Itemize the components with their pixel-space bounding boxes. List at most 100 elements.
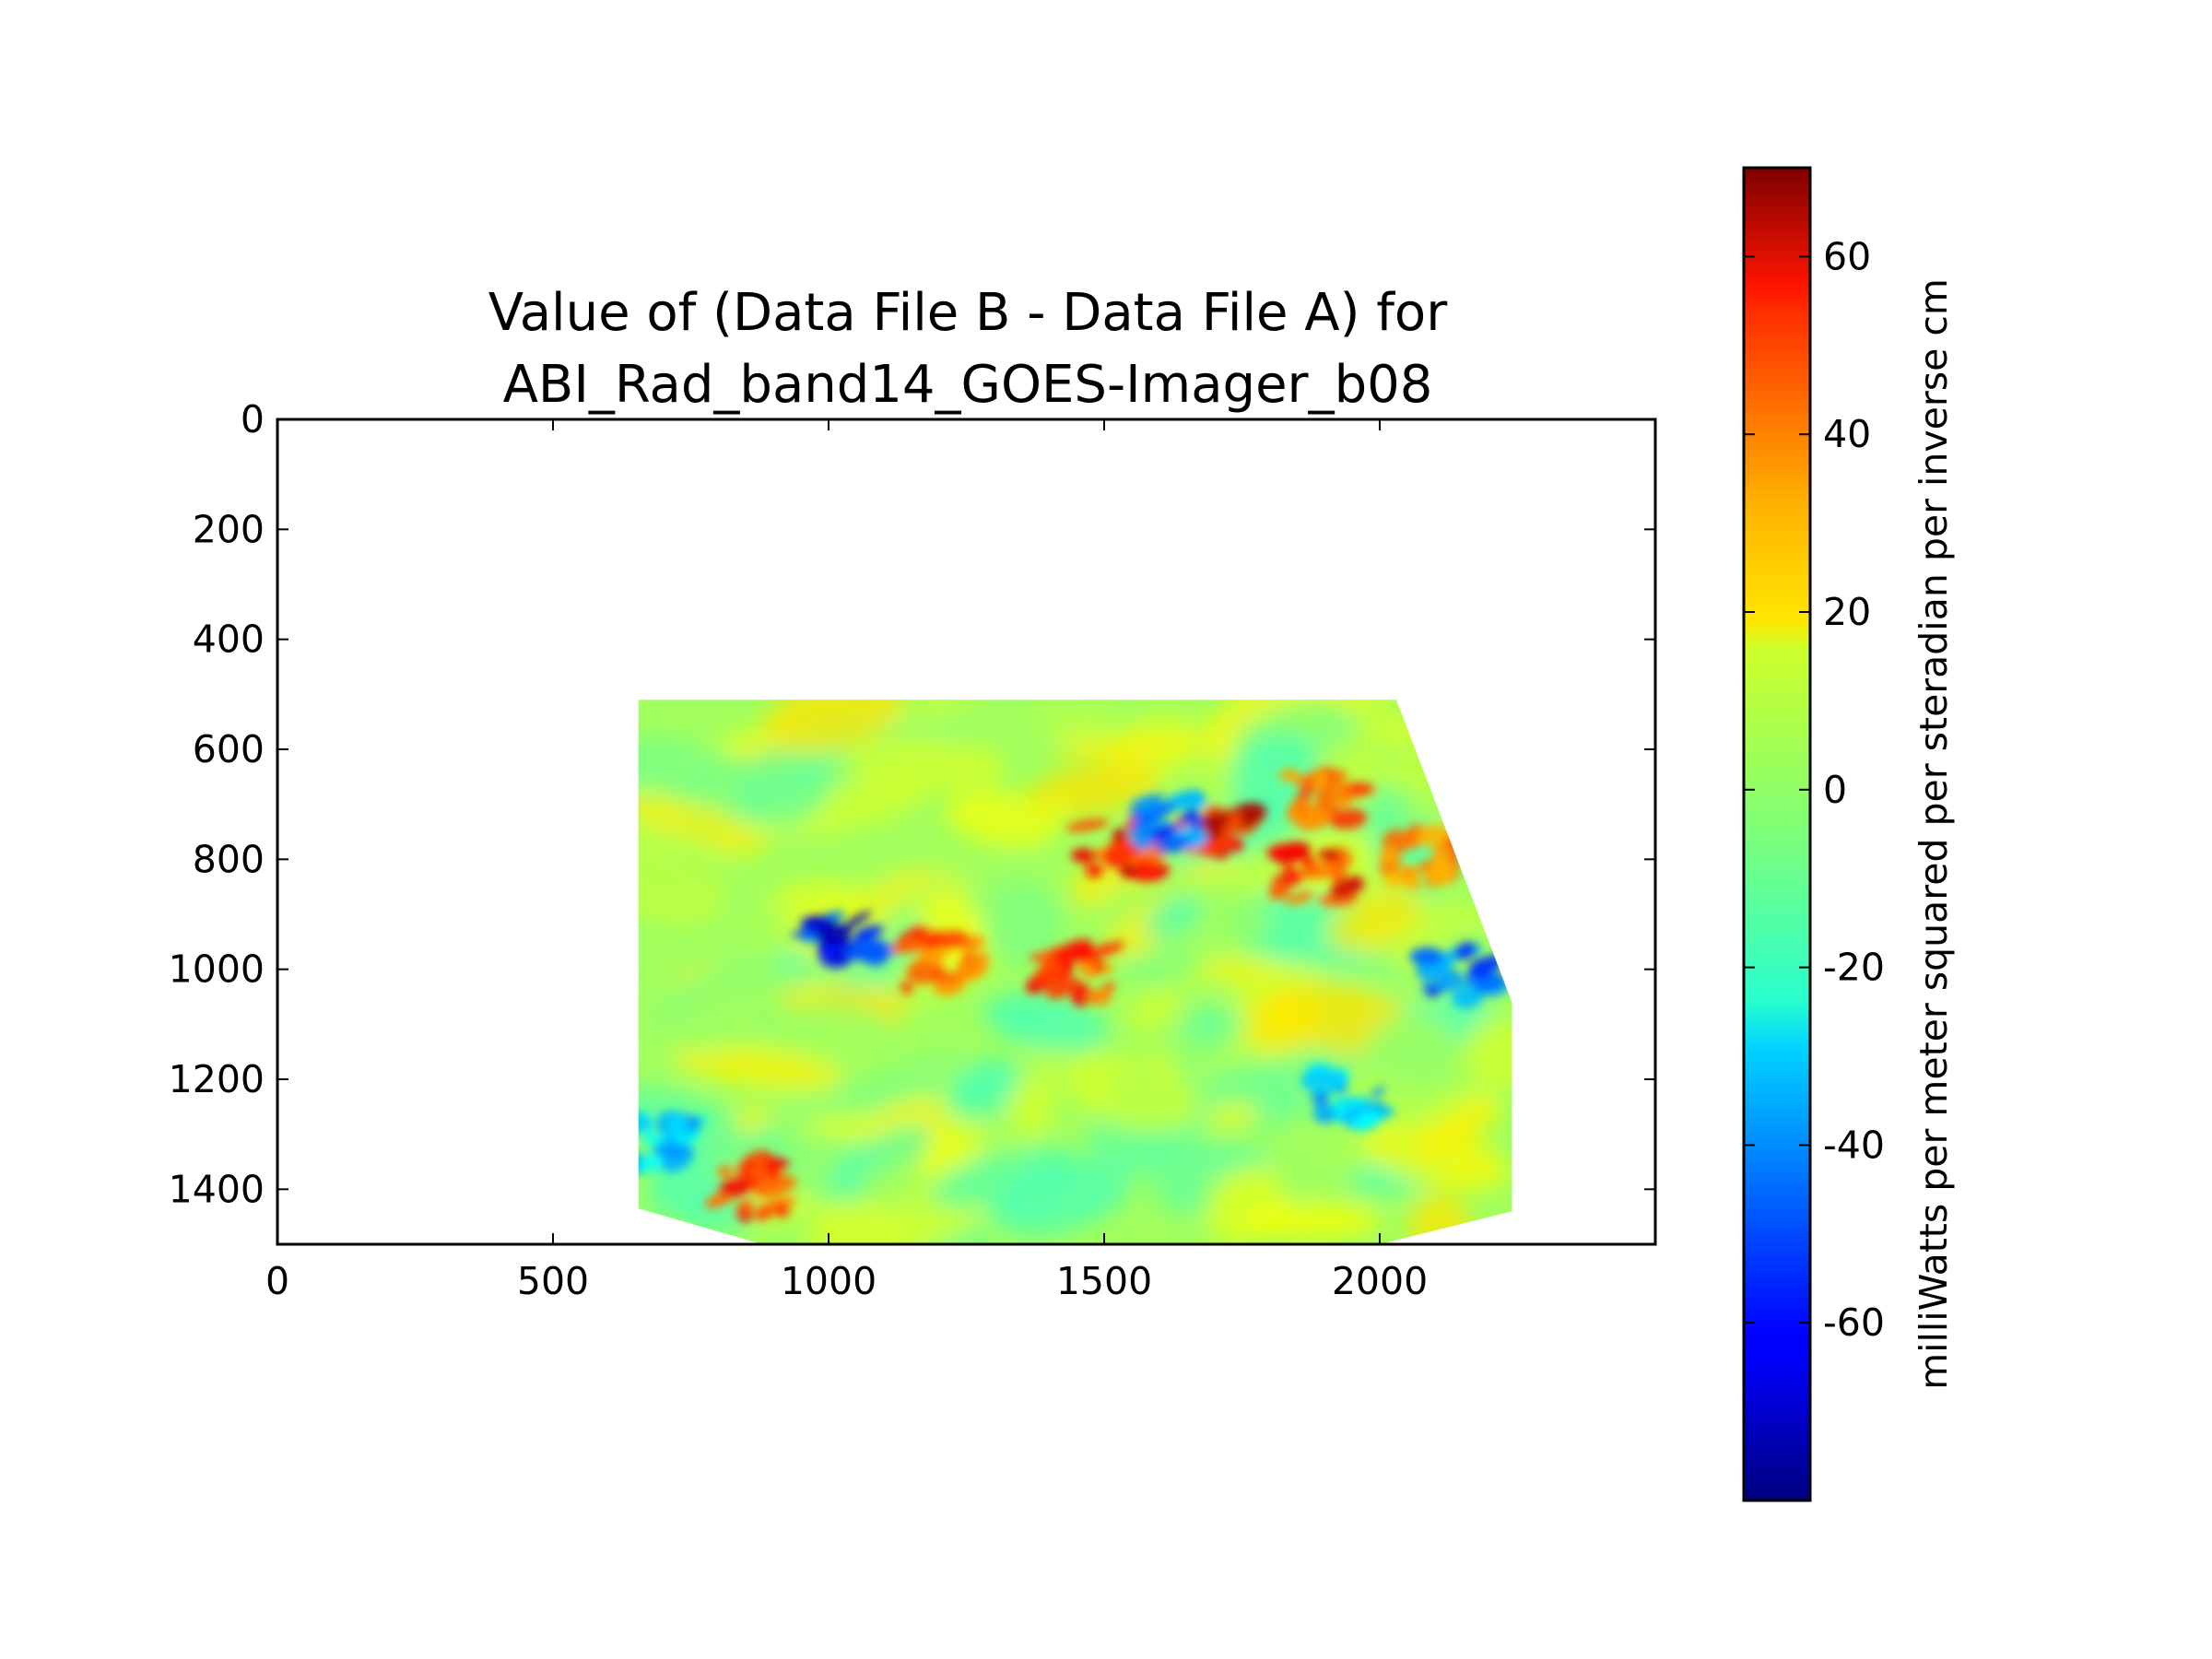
positive-anomaly-cluster <box>704 1149 797 1223</box>
y-tick-label: 400 <box>193 618 265 662</box>
anomaly-blob <box>1294 788 1313 804</box>
chart-title-line-2: ABI_Rad_band14_GOES-Imager_b08 <box>503 355 1433 415</box>
anomaly-blob <box>717 1165 734 1178</box>
background-patch <box>1379 1010 1461 1098</box>
colorbar-ticks: 60 40 20 0 -20 -40 -60 <box>1744 234 1885 1345</box>
background-patch <box>1211 1102 1259 1126</box>
background-patch <box>983 993 1110 1052</box>
background-patch <box>1065 700 1119 738</box>
anomaly-blob <box>839 940 853 950</box>
anomaly-blob <box>906 960 936 985</box>
background-patch <box>1053 734 1203 759</box>
anomaly-blob <box>665 1114 688 1139</box>
anomaly-blob <box>641 1151 668 1172</box>
anomaly-blob <box>653 1143 688 1159</box>
colorbar: 60 40 20 0 -20 -40 -60 milliWatts per meter sq… <box>1742 166 1956 1502</box>
background-patch <box>737 745 830 827</box>
heatmap-image <box>638 700 1512 1244</box>
anomaly-blob <box>1324 770 1347 786</box>
anomaly-blob <box>764 1159 780 1182</box>
chart-title-line-1: Value of (Data File B - Data File A) for <box>488 283 1448 343</box>
anomaly-blob <box>1311 1089 1330 1106</box>
background-patch <box>1347 700 1397 733</box>
colorbar-tick-label: -20 <box>1823 946 1885 990</box>
colorbar-tick-label: -60 <box>1823 1300 1885 1345</box>
anomaly-blob <box>944 972 959 984</box>
anomaly-blob <box>1314 783 1340 805</box>
colorbar-tick-label: 40 <box>1823 412 1871 456</box>
anomaly-blob <box>1134 801 1172 830</box>
background-patch <box>1126 987 1182 1031</box>
background-patch <box>943 806 997 833</box>
anomaly-blob <box>1105 840 1134 864</box>
positive-anomaly-cluster <box>1278 767 1375 830</box>
background-patch <box>1242 991 1319 1055</box>
background-patch <box>1246 1202 1382 1240</box>
anomaly-blob <box>1379 846 1399 867</box>
anomaly-blob <box>1427 860 1455 887</box>
colorbar-label: milliWatts per meter squared per steradi… <box>1912 278 1956 1390</box>
background-patch <box>845 736 1006 792</box>
anomaly-blob <box>1300 1068 1344 1094</box>
background-patch <box>1360 784 1413 837</box>
background-patch <box>1145 896 1202 939</box>
anomaly-blob <box>1468 956 1498 980</box>
x-tick-label: 0 <box>265 1259 289 1303</box>
negative-anomaly-cluster <box>1300 1063 1396 1131</box>
background-patch <box>1364 1125 1509 1191</box>
background-patch <box>1159 1173 1211 1213</box>
background-patch <box>928 1147 1079 1208</box>
anomaly-blob <box>900 981 913 995</box>
anomaly-blob <box>1273 881 1288 900</box>
anomaly-blob <box>1229 837 1244 853</box>
anomaly-blob <box>1409 947 1444 967</box>
x-tick-label: 1000 <box>781 1259 877 1303</box>
anomaly-blob <box>1085 863 1104 878</box>
background-patch <box>981 883 1064 966</box>
negative-anomaly-cluster <box>790 911 894 969</box>
anomaly-blob <box>1318 849 1342 862</box>
heatmap-background-patches <box>638 700 1512 1244</box>
anomaly-blob <box>1398 866 1418 878</box>
x-tick-label: 500 <box>517 1259 589 1303</box>
anomaly-blob <box>707 1196 727 1207</box>
y-axis: 0 200 400 600 800 1000 1200 1400 <box>169 397 1655 1211</box>
anomaly-blob <box>888 940 929 954</box>
background-patch <box>1213 945 1335 1027</box>
anomaly-blob <box>1282 864 1301 886</box>
background-patch <box>1066 1055 1201 1131</box>
anomaly-blob <box>739 1199 755 1213</box>
anomaly-blob <box>1330 876 1365 900</box>
y-tick-label: 800 <box>193 837 265 881</box>
background-patch <box>1415 1101 1496 1159</box>
anomaly-blob <box>1371 1086 1386 1098</box>
anomaly-blob <box>1453 942 1477 960</box>
background-patch <box>750 1002 888 1038</box>
anomaly-blob <box>1312 771 1328 787</box>
anomaly-blob <box>1129 826 1153 851</box>
anomaly-blob <box>1334 782 1351 806</box>
background-patch <box>638 791 768 855</box>
anomaly-blob <box>1335 1097 1368 1108</box>
anomaly-blob <box>1373 1107 1396 1117</box>
anomaly-blob <box>1312 1103 1336 1124</box>
anomaly-blob <box>1288 804 1312 818</box>
anomaly-blob <box>1129 794 1165 806</box>
x-tick-label: 2000 <box>1332 1259 1428 1303</box>
background-patch <box>639 1128 771 1230</box>
background-patch <box>695 951 785 1026</box>
anomaly-blob <box>1065 818 1109 832</box>
background-patch <box>763 700 905 755</box>
background-patch <box>861 1161 935 1212</box>
colorbar-tick-label: -40 <box>1823 1123 1885 1167</box>
anomaly-blob <box>774 1202 790 1218</box>
anomaly-blob <box>1425 987 1441 997</box>
anomaly-blob <box>1291 773 1305 784</box>
positive-anomaly-cluster <box>1266 841 1365 907</box>
anomaly-blob <box>719 1177 752 1198</box>
anomaly-blob <box>1286 891 1314 905</box>
background-patch <box>1464 1016 1512 1089</box>
anomaly-blob <box>1129 807 1147 820</box>
colorbar-tick-label: 20 <box>1823 590 1871 634</box>
